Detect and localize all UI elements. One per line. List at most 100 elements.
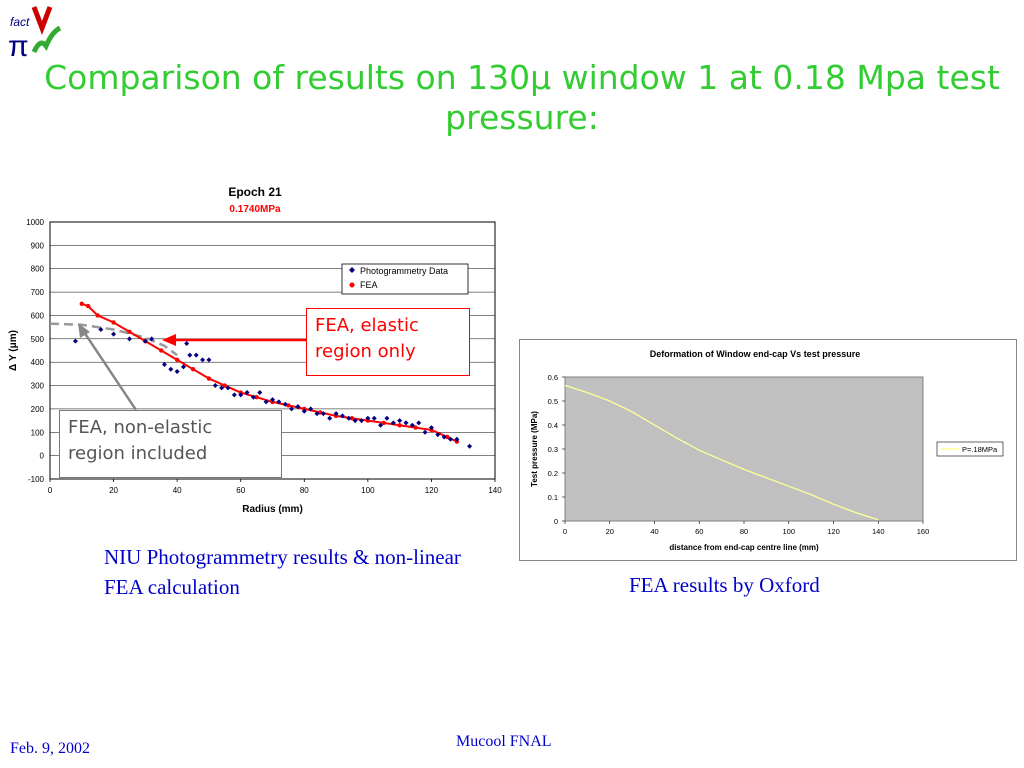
chart1-photo-point bbox=[263, 399, 269, 405]
logo-pi-icon: π bbox=[8, 30, 29, 62]
chart1-fea-point bbox=[111, 320, 116, 325]
chart1-photo-point bbox=[72, 338, 78, 344]
chart2-x-tick: 80 bbox=[740, 527, 748, 536]
photogrammetry-chart: Epoch 21 0.1740MPa -10001002003004005006… bbox=[8, 185, 502, 515]
chart1-photo-point bbox=[270, 397, 275, 403]
nonelastic-arrow bbox=[82, 331, 138, 411]
chart1-photo-point bbox=[142, 338, 148, 344]
caption-right: FEA results by Oxford bbox=[629, 573, 820, 597]
chart1-photo-point bbox=[365, 415, 371, 421]
chart1-photo-point bbox=[149, 336, 155, 342]
callout-nonelastic: FEA, non-elastic region included bbox=[59, 410, 282, 478]
chart2-pressure-line bbox=[564, 384, 879, 521]
chart1-photo-point bbox=[276, 399, 282, 405]
chart1-photo-point bbox=[200, 357, 206, 363]
chart1-photo-point bbox=[301, 408, 307, 414]
chart1-nonelastic-line bbox=[49, 322, 178, 357]
chart1-photo-point bbox=[384, 415, 390, 421]
chart1-fea-line bbox=[81, 302, 458, 443]
chart1-x-axis-label: Radius (mm) bbox=[242, 504, 303, 515]
chart2-x-tick: 60 bbox=[695, 527, 703, 536]
chart1-fea-point bbox=[85, 303, 91, 309]
chart1-photo-point bbox=[314, 411, 320, 417]
chart2-x-tick: 160 bbox=[917, 527, 930, 536]
chart1-y-tick: 700 bbox=[31, 288, 45, 297]
chart1-photo-point bbox=[448, 436, 453, 442]
logo-text-fact: fact bbox=[10, 15, 30, 29]
chart1-y-tick: 400 bbox=[31, 358, 45, 367]
chart1-photo-point bbox=[206, 357, 212, 363]
legend-circle-icon bbox=[349, 282, 355, 288]
chart1-photo-point bbox=[126, 336, 132, 342]
legend-fea: FEA bbox=[360, 280, 378, 290]
chart1-photo-point bbox=[359, 418, 364, 424]
chart1-photo-point bbox=[244, 390, 250, 396]
chart1-photo-point bbox=[320, 411, 326, 417]
chart1-fea-point bbox=[254, 395, 259, 400]
chart2-x-tick: 0 bbox=[563, 527, 567, 536]
chart1-photo-point bbox=[352, 418, 358, 424]
chart1-fea-point bbox=[159, 348, 164, 353]
chart1-photo-point bbox=[371, 415, 377, 421]
chart1-x-tick: 120 bbox=[425, 486, 439, 495]
footer-center: Mucool FNAL bbox=[456, 733, 552, 750]
chart2-y-tick: 0 bbox=[554, 517, 558, 526]
chart1-fea-point bbox=[413, 425, 418, 430]
chart1-photo-point bbox=[98, 326, 104, 332]
chart1-subtitle: 0.1740MPa bbox=[229, 204, 281, 215]
chart1-x-tick: 80 bbox=[300, 486, 309, 495]
chart2-y-tick: 0.1 bbox=[548, 493, 558, 502]
chart1-photo-point bbox=[161, 362, 167, 368]
chart1-photo-point bbox=[174, 369, 180, 375]
chart1-y-tick: 200 bbox=[31, 405, 45, 414]
chart1-x-tick: 60 bbox=[236, 486, 245, 495]
chart2-legend: P=.18MPa bbox=[936, 441, 1004, 457]
chart1-fea-point bbox=[174, 357, 180, 363]
chart2-title: Deformation of Window end-cap Vs test pr… bbox=[650, 349, 860, 359]
chart2-plot-area bbox=[564, 376, 924, 522]
chart1-legend: Photogrammetry Data FEA bbox=[341, 263, 469, 295]
chart2-y-tick: 0.2 bbox=[548, 469, 558, 478]
chart1-y-tick: -100 bbox=[28, 475, 45, 484]
chart1-photo-point bbox=[238, 392, 244, 398]
chart1-title: Epoch 21 bbox=[228, 185, 282, 199]
chart1-photo-point bbox=[231, 392, 237, 398]
chart1-photo-point bbox=[327, 415, 333, 421]
chart2-x-tick: 40 bbox=[650, 527, 658, 536]
logo-mu-icon bbox=[31, 25, 62, 54]
chart1-y-tick: 1000 bbox=[26, 218, 44, 227]
chart2-y-tick: 0.5 bbox=[548, 397, 558, 406]
chart1-fea-point bbox=[445, 434, 450, 440]
chart1-plot-area bbox=[49, 221, 496, 480]
chart2-x-tick: 20 bbox=[606, 527, 614, 536]
chart1-photo-point bbox=[333, 411, 339, 417]
legend-diamond-icon bbox=[349, 267, 355, 273]
chart1-photo-point bbox=[422, 429, 428, 435]
chart1-y-tick: 100 bbox=[31, 428, 45, 437]
chart2-y-tick: 0.4 bbox=[548, 421, 558, 430]
legend-photogrammetry: Photogrammetry Data bbox=[360, 266, 448, 276]
chart1-photo-point bbox=[441, 434, 447, 440]
chart1-photo-point bbox=[416, 420, 422, 426]
chart1-y-tick: 600 bbox=[31, 311, 45, 320]
chart1-x-tick: 20 bbox=[109, 486, 118, 495]
chart1-y-axis-label: Δ Y (μm) bbox=[8, 330, 19, 371]
logo: fact π bbox=[8, 6, 62, 62]
chart1-fea-point bbox=[381, 420, 386, 426]
elastic-arrowhead-icon bbox=[162, 334, 176, 346]
chart2-x-tick: 140 bbox=[872, 527, 885, 536]
chart1-photo-point bbox=[397, 418, 403, 424]
chart1-photo-point bbox=[378, 422, 384, 428]
chart1-photo-point bbox=[435, 432, 441, 438]
chart1-photo-point bbox=[250, 394, 256, 400]
chart1-fea-point bbox=[349, 416, 355, 421]
chart2-x-axis-label: distance from end-cap centre line (mm) bbox=[669, 543, 819, 552]
chart1-photo-point bbox=[187, 352, 193, 358]
chart1-x-tick: 40 bbox=[173, 486, 182, 495]
chart2-y-tick: 0.6 bbox=[548, 373, 558, 382]
caption-left: NIU Photogrammetry results & non-linear … bbox=[104, 545, 461, 599]
chart1-photo-point bbox=[295, 404, 301, 410]
footer-date: Feb. 9, 2002 bbox=[10, 740, 90, 757]
chart2-x-tick: 100 bbox=[782, 527, 795, 536]
chart1-fea-point bbox=[190, 366, 196, 372]
